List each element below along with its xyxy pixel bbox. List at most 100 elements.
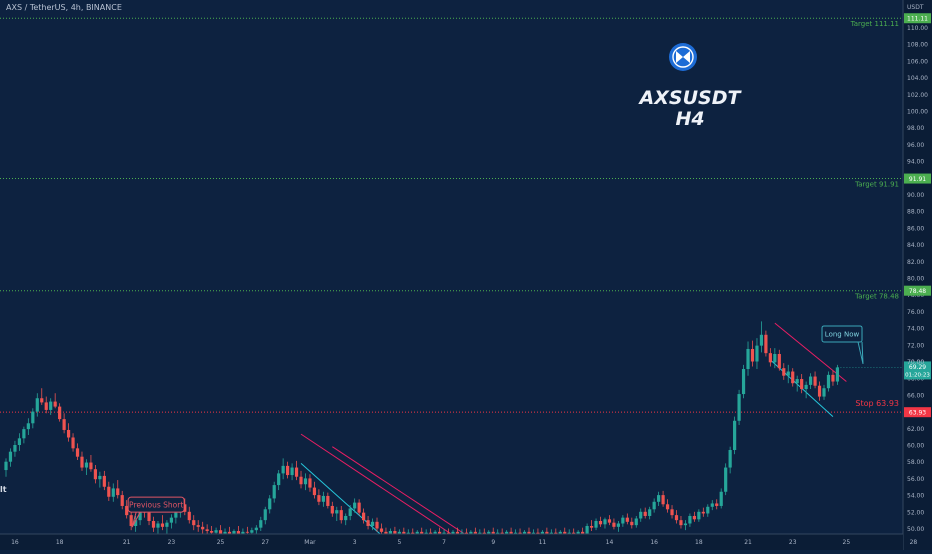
y-tick-label: 56.00 (907, 476, 924, 483)
x-tick-label: 11 (539, 539, 547, 546)
y-tick-label: 82.00 (907, 259, 924, 266)
candle-body (589, 525, 594, 528)
candle-body (277, 473, 281, 486)
candle-body (648, 509, 652, 516)
candle-body (241, 531, 245, 534)
level-price-tag-label: 63.93 (909, 410, 926, 417)
candle-body (482, 532, 486, 534)
candle-body (254, 527, 258, 531)
candle-body (201, 526, 205, 530)
candle-body (683, 523, 688, 526)
candle-body (218, 530, 223, 534)
candle-body (71, 437, 75, 449)
candle-body (357, 502, 361, 513)
candle-body (196, 525, 200, 527)
candle-body (245, 531, 249, 533)
candle-body (388, 531, 393, 534)
descending-trendline-2 (332, 446, 466, 534)
candle-body (813, 376, 817, 386)
current-price-tag (904, 361, 931, 380)
candle-body (661, 495, 665, 505)
y-tick-label: 52.00 (907, 509, 924, 516)
y-tick-label: 80.00 (907, 276, 924, 283)
candle-body (612, 522, 616, 527)
candle-body (370, 521, 375, 526)
candle-body (513, 532, 518, 534)
y-tick-label: 110.00 (907, 25, 928, 32)
candle-body (791, 371, 795, 384)
candle-body (809, 376, 813, 385)
falling-wedge-upper (774, 322, 847, 382)
candle-body (741, 369, 746, 395)
candle-body (826, 374, 831, 389)
candle-body (75, 448, 80, 457)
candle-body (89, 462, 93, 470)
level-price-tag-label: 111.11 (907, 16, 928, 23)
x-tick-label: 25 (843, 539, 851, 546)
candle-body (835, 367, 840, 382)
candle-body (464, 532, 469, 534)
candle-body (768, 353, 772, 363)
candle-body (585, 525, 589, 534)
candle-body (670, 509, 674, 516)
candle-body (487, 531, 491, 534)
level-label: Target 91.91 (854, 181, 899, 189)
x-tick-label: 21 (123, 539, 131, 546)
level-label: Stop 63.93 (855, 399, 899, 408)
y-tick-label: 78.00 (907, 292, 924, 299)
candle-body (822, 388, 826, 397)
candle-body (455, 531, 460, 534)
candle-body (227, 531, 232, 534)
y-tick-label: 72.00 (907, 342, 924, 349)
x-tick-label: 9 (491, 539, 495, 546)
time-axis-panel (0, 534, 903, 550)
candle-body (236, 531, 241, 534)
x-tick-label: 25 (217, 539, 225, 546)
candle-body (169, 517, 173, 523)
y-tick-label: 90.00 (907, 192, 924, 199)
candle-body (545, 531, 549, 534)
candle-body (192, 520, 196, 526)
long-now-callout (821, 325, 863, 343)
x-tick-label: 16 (650, 539, 658, 546)
candle-body (187, 511, 191, 521)
candle-body (536, 532, 540, 534)
candle-body (160, 523, 165, 527)
axie-infinity-logo-icon (669, 43, 697, 71)
x-tick-label: 23 (789, 539, 797, 546)
candle-body (478, 532, 482, 534)
candle-body (397, 531, 401, 534)
y-tick-label: 94.00 (907, 159, 924, 166)
candle-body (174, 512, 178, 518)
candle-body (764, 334, 768, 354)
long-now-label: Long Now (825, 330, 860, 338)
candle-body (554, 532, 558, 534)
y-tick-label: 54.00 (907, 493, 924, 500)
symbol-name: AXSUSDT (639, 87, 741, 109)
candle-body (469, 531, 473, 534)
candle-body (8, 451, 13, 462)
candle-body (379, 528, 384, 532)
candle-body (634, 518, 638, 526)
y-tick-label: 58.00 (907, 459, 924, 466)
candle-body (93, 469, 97, 480)
candle-body (715, 503, 719, 506)
candle-body (98, 475, 102, 480)
candle-body (674, 515, 679, 521)
candle-body (679, 520, 683, 526)
candle-body (522, 531, 527, 534)
y-tick-label: 104.00 (907, 75, 928, 82)
candle-body (473, 531, 477, 534)
candle-body (40, 398, 44, 403)
candle-body (817, 385, 822, 397)
candle-body (558, 531, 562, 534)
x-tick-label: 27 (261, 539, 269, 546)
candle-body (446, 532, 451, 534)
candle-body (312, 487, 317, 496)
candle-body (13, 445, 17, 452)
candle-body (643, 511, 647, 516)
y-tick-label: 102.00 (907, 92, 928, 99)
candle-body (706, 506, 710, 514)
